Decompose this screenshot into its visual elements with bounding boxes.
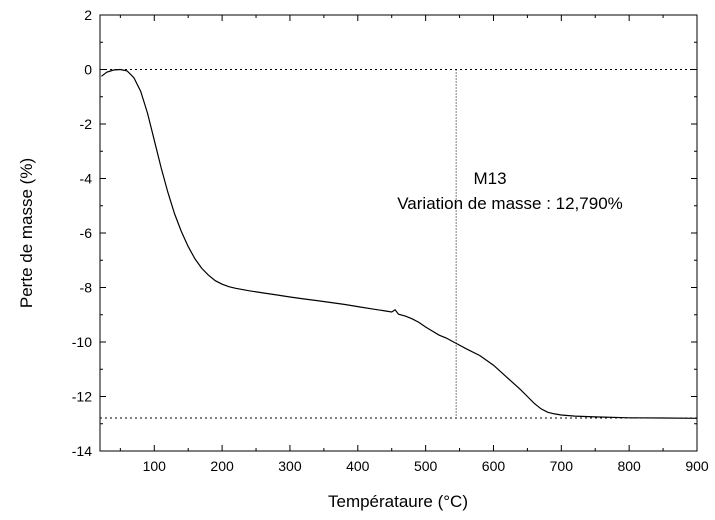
y-tick-label: -6 [80,225,93,241]
x-tick-label: 900 [685,458,709,474]
y-tick-label: -10 [72,334,92,350]
y-tick-label: -14 [72,443,92,459]
axis-ticks [100,14,698,452]
annotation-sample: M13 [473,169,506,188]
y-tick-label: -8 [80,280,93,296]
y-tick-label: -12 [72,389,92,405]
y-axis-label: Perte de masse (%) [17,158,36,308]
y-tick-label: 0 [84,62,92,78]
annotation-text: Variation de masse : 12,790% [397,194,623,213]
y-tick-label: 2 [84,7,92,23]
x-tick-label: 500 [414,458,438,474]
x-tick-label: 400 [346,458,370,474]
x-tick-label: 200 [210,458,234,474]
y-tick-label: -2 [80,116,93,132]
x-tick-label: 800 [617,458,641,474]
y-tick-label: -4 [80,171,93,187]
x-tick-label: 100 [143,458,167,474]
x-tick-label: 300 [278,458,302,474]
x-tick-label: 700 [550,458,574,474]
plot-frame [99,14,698,452]
x-tick-label: 600 [482,458,506,474]
reference-lines [100,69,697,419]
x-axis-label: Températaure (°C) [328,492,468,511]
mass-loss-curve [101,68,698,419]
axis-tick-labels: 100 200 300 400 500 600 700 800 900 2 0 -2 -4 -6 -8 -10… [72,7,709,474]
